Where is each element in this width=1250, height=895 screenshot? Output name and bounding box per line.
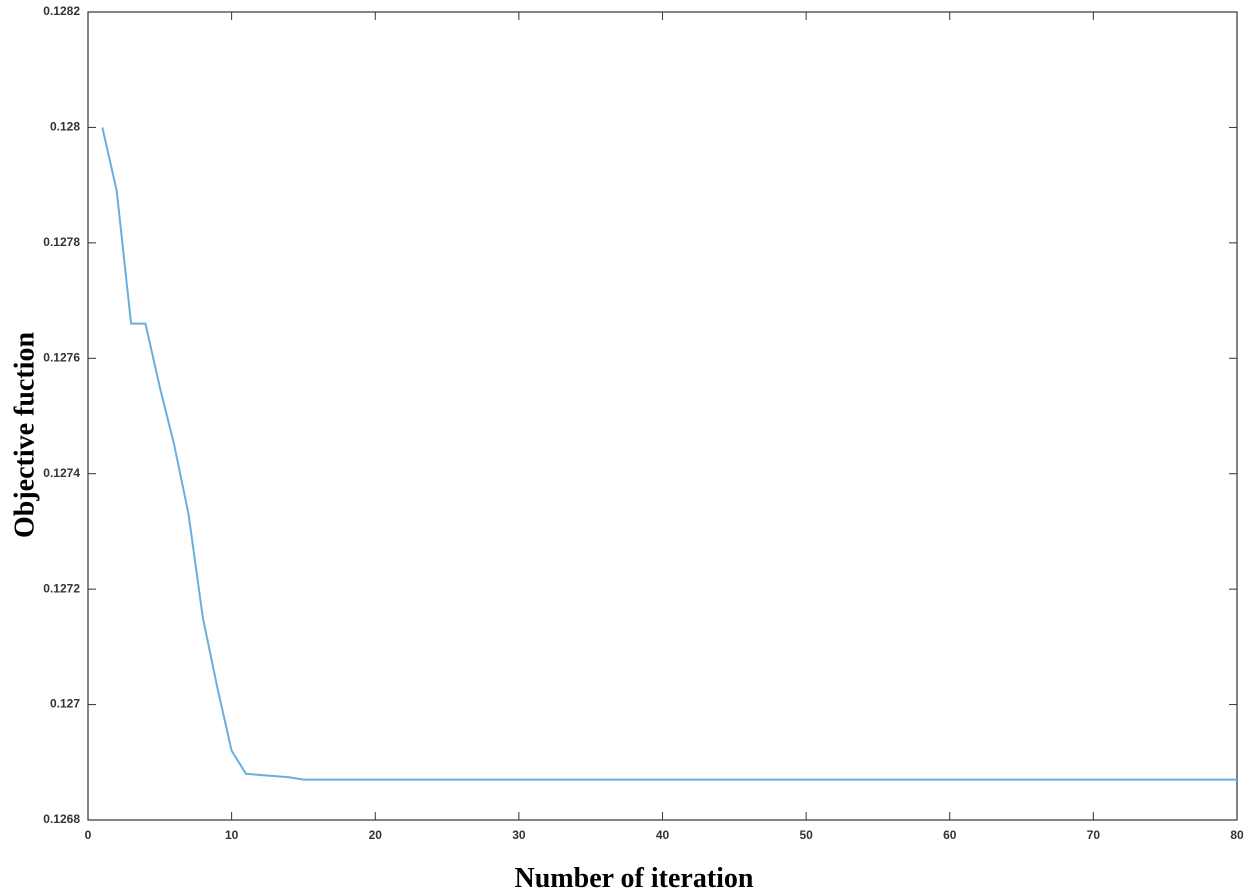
- x-tick-label: 40: [656, 828, 670, 842]
- x-tick-label: 50: [799, 828, 813, 842]
- x-tick-label: 0: [85, 828, 92, 842]
- y-tick-label: 0.1282: [43, 4, 80, 18]
- y-tick-label: 0.127: [50, 697, 80, 711]
- x-tick-label: 60: [943, 828, 957, 842]
- y-axis-title: Objective fuction: [9, 332, 40, 538]
- y-tick-label: 0.1268: [43, 812, 80, 826]
- data-line: [101, 127, 1237, 781]
- x-tick-label: 30: [512, 828, 526, 842]
- x-tick-label: 20: [369, 828, 383, 842]
- y-tick-label: 0.1274: [43, 466, 80, 480]
- y-tick-label: 0.1272: [43, 581, 80, 595]
- x-tick-label: 70: [1087, 828, 1101, 842]
- x-axis-title: Number of iteration: [515, 863, 754, 894]
- y-tick-label: 0.1276: [43, 350, 80, 364]
- x-tick-label: 10: [225, 828, 239, 842]
- plot-frame: [87, 11, 1238, 821]
- y-tick-label: 0.1278: [43, 235, 80, 249]
- x-tick-label: 80: [1230, 828, 1244, 842]
- y-tick-label: 0.128: [50, 120, 80, 134]
